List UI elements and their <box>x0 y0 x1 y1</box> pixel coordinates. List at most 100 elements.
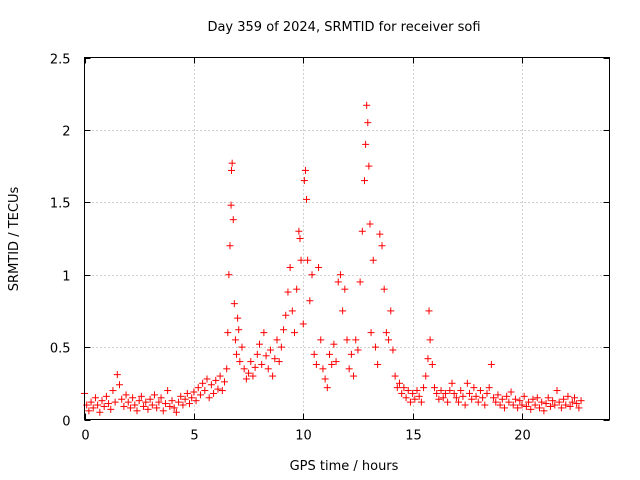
data-point <box>192 397 200 405</box>
x-tick-label: 15 <box>405 429 422 444</box>
data-point <box>553 387 561 395</box>
data-point <box>201 387 209 395</box>
data-point <box>518 401 526 409</box>
data-point <box>323 384 331 392</box>
data-point <box>216 372 224 380</box>
data-point <box>249 372 257 380</box>
data-point <box>522 402 530 410</box>
data-point <box>172 408 180 416</box>
data-point <box>341 285 349 293</box>
data-point <box>479 394 487 402</box>
data-point <box>89 404 97 412</box>
data-point <box>293 285 301 293</box>
data-point <box>109 387 117 395</box>
data-point <box>391 372 399 380</box>
data-point <box>385 336 393 344</box>
y-tick-label: 2 <box>62 125 70 140</box>
data-point <box>356 278 364 286</box>
data-point <box>153 404 161 412</box>
axis-ticks <box>84 57 610 421</box>
data-point <box>546 402 554 410</box>
data-point <box>262 352 270 360</box>
data-point <box>492 398 500 406</box>
data-point <box>350 372 358 380</box>
data-point <box>273 336 281 344</box>
data-point <box>527 405 535 413</box>
data-point <box>235 326 243 334</box>
data-point <box>233 350 241 358</box>
data-point <box>503 392 511 400</box>
data-point <box>409 389 417 397</box>
data-point <box>256 340 263 348</box>
data-point <box>470 384 478 392</box>
data-point <box>260 329 268 337</box>
tick-labels: 0 5 10 15 20 0 0.5 1 1.5 2 2.5 <box>50 53 531 444</box>
data-point <box>234 314 242 322</box>
data-point <box>275 358 283 366</box>
data-point <box>295 227 303 235</box>
data-point <box>266 346 274 354</box>
data-point <box>540 407 548 415</box>
data-point <box>122 391 130 399</box>
data-point <box>393 384 401 392</box>
data-point <box>312 360 320 368</box>
data-point <box>400 384 408 392</box>
data-point <box>555 398 563 406</box>
data-point <box>223 365 231 373</box>
data-point <box>378 242 386 250</box>
data-point <box>148 401 156 409</box>
data-point <box>362 140 370 148</box>
data-point <box>120 402 128 410</box>
data-point <box>126 404 134 412</box>
data-point <box>194 384 202 392</box>
data-point <box>332 358 340 366</box>
data-point <box>301 166 309 174</box>
data-point <box>560 395 568 403</box>
data-point <box>146 395 154 403</box>
data-point <box>280 326 288 334</box>
data-point <box>304 256 312 264</box>
data-point <box>402 394 410 402</box>
data-point <box>179 401 187 409</box>
data-point <box>533 394 541 402</box>
data-point <box>229 216 237 224</box>
data-point <box>203 375 211 383</box>
data-point <box>457 387 465 395</box>
data-point <box>330 340 338 348</box>
data-point <box>562 401 570 409</box>
data-point <box>498 395 506 403</box>
data-point <box>361 177 368 185</box>
data-point <box>557 404 565 412</box>
data-point <box>175 398 183 406</box>
data-point <box>507 388 515 396</box>
grid <box>84 57 610 420</box>
data-point <box>116 381 123 389</box>
data-point <box>144 405 152 413</box>
data-point <box>538 398 546 406</box>
data-point <box>444 398 452 406</box>
data-point <box>387 307 395 315</box>
data-point <box>367 329 375 337</box>
data-point <box>221 378 228 386</box>
x-tick-label: 20 <box>514 429 531 444</box>
data-point <box>205 394 213 402</box>
data-point <box>164 387 172 395</box>
data-point <box>413 387 421 395</box>
data-point <box>137 392 145 400</box>
data-point <box>284 288 292 296</box>
data-point <box>269 372 277 380</box>
data-point <box>396 379 403 387</box>
data-point <box>111 398 119 406</box>
data-point <box>439 394 447 402</box>
data-point <box>345 365 353 373</box>
data-point <box>159 407 167 415</box>
data-point <box>224 329 232 337</box>
data-point <box>459 392 467 400</box>
data-point <box>352 336 360 344</box>
data-point <box>437 387 445 395</box>
data-point <box>228 166 235 174</box>
data-point <box>321 375 329 383</box>
y-tick-label: 0.5 <box>50 342 71 357</box>
data-point <box>452 394 460 402</box>
data-point <box>564 392 572 400</box>
